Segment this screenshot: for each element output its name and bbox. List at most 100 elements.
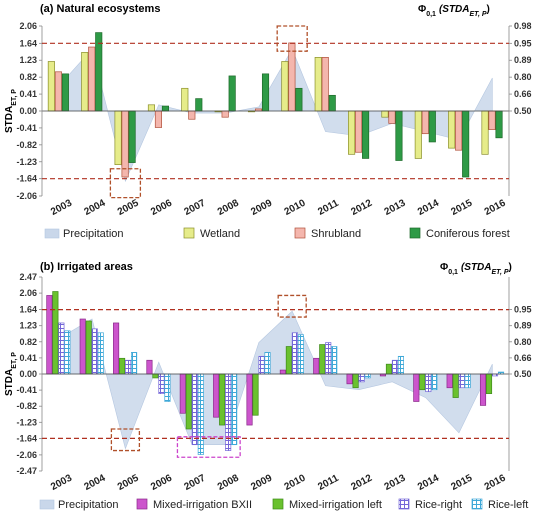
legend-label-rice-right: Rice-right <box>415 499 462 511</box>
bar-wetland-2014 <box>414 110 422 159</box>
legend-swatch-wetland <box>183 227 195 239</box>
bar-mixed-irrigation-bxii-2015 <box>446 373 453 389</box>
bar-coniferous-forest-2014 <box>428 110 436 143</box>
bar-rice-left-2007 <box>197 373 204 455</box>
bar-mixed-irrigation-left-2006 <box>152 373 159 379</box>
bar-coniferous-forest-2003 <box>61 73 69 112</box>
bar-wetland-2015 <box>448 110 456 149</box>
x-tick-label: 2003 <box>49 198 74 218</box>
legend-label-shrubland: Shrubland <box>311 228 361 240</box>
bar-shrubland-2010 <box>288 42 296 112</box>
x-tick-label: 2016 <box>483 198 508 218</box>
bar-mixed-irrigation-bxii-2006 <box>146 359 153 375</box>
right-tick-label: 0.89 <box>514 55 532 65</box>
legend-item-rice-right: Rice-right <box>398 498 462 511</box>
legend-item-shrubland: Shrubland <box>294 227 361 240</box>
bar-rice-left-2015 <box>464 373 471 389</box>
bar-shrubland-2012 <box>355 110 363 153</box>
bar-rice-right-2006 <box>158 373 165 394</box>
y-tick-label: -2.06 <box>16 450 37 460</box>
bar-rice-left-2014 <box>431 373 438 391</box>
y-tick-label: 1.64 <box>19 305 37 315</box>
x-tick-label: 2005 <box>116 198 141 218</box>
bar-mixed-irrigation-left-2012 <box>352 373 359 389</box>
right-tick-label: 0.89 <box>514 321 532 331</box>
y-axis-label: STDAET, P <box>4 352 18 396</box>
y-tick-label: -0.82 <box>16 401 37 411</box>
x-tick-label: 2007 <box>183 198 208 218</box>
x-tick-label: 2006 <box>149 473 174 493</box>
legend-item-mixed-irrigation-left: Mixed-irrigation left <box>272 498 382 511</box>
right-axis-label: Φ0,1 (STDAET, P) <box>440 262 512 276</box>
bar-mixed-irrigation-bxii-2016 <box>479 373 487 406</box>
highlight-box-2010 <box>277 294 307 318</box>
x-tick-label: 2009 <box>249 198 274 218</box>
bar-rice-right-2011 <box>325 342 332 375</box>
bar-shrubland-2008 <box>221 110 229 118</box>
bar-mixed-irrigation-bxii-2007 <box>179 373 186 414</box>
bar-mixed-irrigation-left-2009 <box>252 373 259 416</box>
bar-rice-right-2005 <box>125 359 132 375</box>
bar-coniferous-forest-2008 <box>228 75 236 112</box>
right-axis-label-sub: 0,1 <box>426 11 436 18</box>
y-tick-label: 0.82 <box>19 72 37 82</box>
right-axis-label-paren: (STDA <box>439 4 470 15</box>
y-tick-label: 0.41 <box>19 353 37 363</box>
bar-mixed-irrigation-bxii-2014 <box>413 373 420 402</box>
bar-rice-left-2011 <box>331 346 338 375</box>
x-tick-label: 2004 <box>82 198 107 218</box>
x-tick-label: 2009 <box>249 473 274 493</box>
chart-title: (a) Natural ecosystems <box>40 3 160 15</box>
bar-coniferous-forest-2006 <box>161 105 170 112</box>
y-tick-label: 0.82 <box>19 337 37 347</box>
bar-mixed-irrigation-left-2005 <box>119 357 126 375</box>
bar-coniferous-forest-2011 <box>328 94 336 112</box>
bar-mixed-irrigation-bxii-2012 <box>346 373 353 385</box>
bar-wetland-2011 <box>314 57 322 112</box>
right-tick-label: 0.66 <box>514 89 532 99</box>
bar-coniferous-forest-2012 <box>362 110 370 159</box>
x-tick-label: 2015 <box>449 198 474 218</box>
right-tick-label: 0.66 <box>514 353 532 363</box>
legend-swatch-mixed-irrigation-left <box>272 498 284 510</box>
bar-rice-right-2014 <box>425 373 432 393</box>
bar-rice-left-2009 <box>264 352 271 375</box>
bar-rice-right-2004 <box>91 328 98 375</box>
y-axis-label-main: STDA <box>4 106 15 133</box>
bar-coniferous-forest-2013 <box>395 110 403 161</box>
bar-rice-left-2012 <box>364 373 371 379</box>
right-tick-label: 0.50 <box>514 106 532 116</box>
right-tick-label: 0.98 <box>514 21 532 31</box>
bar-mixed-irrigation-left-2007 <box>185 373 192 430</box>
bar-mixed-irrigation-bxii-2004 <box>79 318 86 375</box>
y-tick-label: 1.23 <box>19 321 37 331</box>
bar-mixed-irrigation-left-2013 <box>385 363 393 375</box>
bar-rice-left-2005 <box>131 352 138 375</box>
bar-shrubland-2007 <box>188 110 196 120</box>
bar-mixed-irrigation-bxii-2003 <box>46 295 53 375</box>
legend-item-precipitation: Precipitation <box>39 499 119 511</box>
x-tick-label: 2008 <box>216 473 241 493</box>
bar-mixed-irrigation-bxii-2010 <box>279 369 286 375</box>
bar-shrubland-2005 <box>121 110 129 178</box>
y-tick-label: 2.47 <box>19 272 37 282</box>
bar-coniferous-forest-2007 <box>195 98 203 112</box>
right-tick-label: 0.50 <box>514 369 532 379</box>
bar-wetland-2012 <box>348 110 356 155</box>
bar-shrubland-2013 <box>388 110 396 124</box>
y-tick-label: 0.00 <box>19 106 37 116</box>
x-tick-label: 2010 <box>283 473 308 493</box>
bar-wetland-2005 <box>114 110 122 165</box>
right-tick-label: 0.95 <box>514 305 532 315</box>
right-tick-label: 0.80 <box>514 72 532 82</box>
bar-shrubland-2004 <box>88 46 96 112</box>
highlight-box-2005 <box>110 428 141 452</box>
x-tick-label: 2013 <box>383 198 408 218</box>
y-tick-label: -1.64 <box>16 174 37 184</box>
bar-rice-left-2013 <box>397 355 405 375</box>
bar-shrubland-2011 <box>321 57 329 112</box>
legend-label-precipitation: Precipitation <box>58 499 119 511</box>
x-tick-label: 2016 <box>483 473 508 493</box>
x-tick-label: 2013 <box>383 473 408 493</box>
legend-label-precipitation: Precipitation <box>63 228 124 240</box>
